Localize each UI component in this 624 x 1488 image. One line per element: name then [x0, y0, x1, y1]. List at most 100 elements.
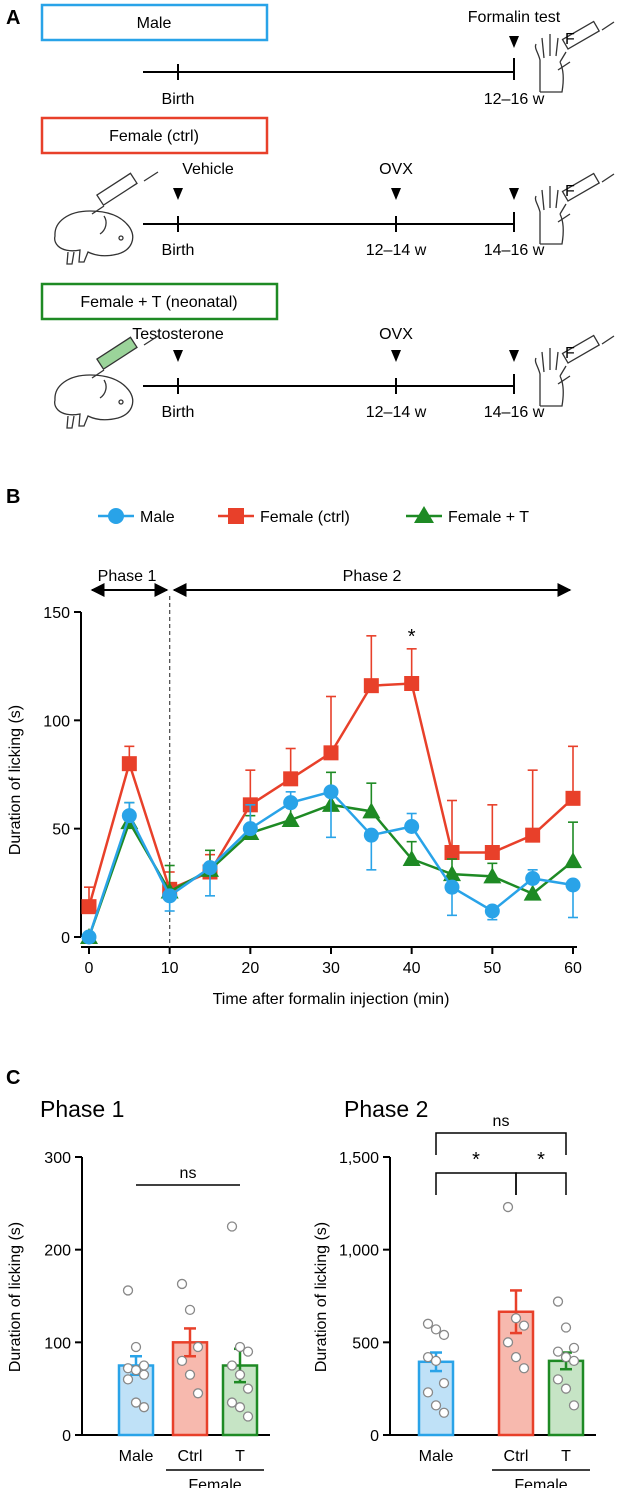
data-point — [518, 1320, 530, 1331]
data-point — [226, 1360, 238, 1371]
data-point — [363, 827, 379, 843]
timeline-male: Male Birth Formalin test 12–16 w — [40, 3, 561, 108]
phase2-ylabel: Duration of licking (s) — [313, 1222, 330, 1372]
event-label: 14–16 w — [484, 404, 545, 421]
event-label: 12–14 w — [366, 242, 427, 259]
phase1-ylabel: Duration of licking (s) — [7, 1222, 24, 1372]
group-box-female-ctrl — [40, 116, 269, 155]
legend-marker-male — [108, 508, 124, 524]
y-tick-label: 150 — [43, 605, 70, 622]
significance-label: * — [537, 1149, 545, 1171]
event-label: OVX — [379, 326, 413, 343]
data-point — [484, 903, 500, 919]
phase2-bar-title: Phase 2 — [344, 1096, 428, 1122]
significance-label: ns — [493, 1113, 510, 1130]
phase1-bar-title: Phase 1 — [40, 1096, 124, 1122]
arrowhead-icon — [509, 350, 519, 362]
event-label: Testosterone — [132, 326, 224, 343]
data-point — [130, 1397, 142, 1408]
significance-label: ns — [180, 1165, 197, 1182]
data-point — [484, 845, 500, 860]
data-point — [242, 1411, 254, 1422]
panel-a-label: A — [6, 7, 20, 29]
timeline-female-ctrl: Female (ctrl) Vehicle OVX Birth 12–14 w … — [40, 116, 545, 259]
line-chart-legend: Male Female (ctrl) Female + T — [98, 506, 529, 526]
arrowhead-icon — [391, 350, 401, 362]
data-point — [565, 790, 581, 806]
line-chart-ylabel: Duration of licking (s) — [7, 705, 24, 855]
data-point — [81, 929, 97, 945]
data-point — [510, 1313, 522, 1324]
y-tick-label: 0 — [370, 1428, 379, 1445]
y-tick-label: 0 — [61, 930, 70, 947]
data-point — [422, 1387, 434, 1398]
data-point — [444, 845, 460, 860]
data-point — [525, 871, 541, 886]
data-point — [402, 850, 421, 866]
line-chart: 0 50 100 150 0 10 20 30 40 50 60 * — [43, 596, 582, 977]
arrowhead-icon — [173, 350, 183, 362]
data-point — [552, 1296, 564, 1307]
data-point — [121, 756, 137, 772]
arrowhead-icon — [391, 188, 401, 200]
data-point — [430, 1324, 442, 1335]
category-label: Ctrl — [504, 1448, 529, 1465]
legend-label-female-ctrl: Female (ctrl) — [260, 509, 350, 526]
significance-bracket — [435, 1132, 567, 1155]
y-tick-label: 1,500 — [339, 1150, 379, 1167]
data-point — [443, 865, 461, 882]
significance-bracket — [515, 1172, 567, 1195]
data-point — [283, 771, 299, 787]
data-point — [184, 1304, 196, 1316]
y-tick-label: 100 — [44, 1335, 71, 1352]
data-point — [192, 1388, 204, 1399]
data-point — [130, 1364, 142, 1376]
data-point — [430, 1355, 442, 1367]
timeline-female-t: Female + T (neonatal) Testosterone OVX B… — [40, 282, 545, 421]
panel-c-label: C — [6, 1067, 20, 1089]
category-label: T — [235, 1448, 245, 1465]
x-tick-label: 10 — [161, 960, 179, 977]
data-point — [552, 1346, 564, 1357]
group-name: Male — [137, 15, 172, 32]
bar-chart-phase1: 0 100 200 300 Male Ctrl T Female ns — [44, 1150, 270, 1488]
data-point — [422, 1318, 434, 1329]
data-point — [192, 1341, 204, 1353]
data-point — [202, 860, 218, 876]
data-point — [281, 811, 300, 827]
bar-t — [547, 1359, 585, 1437]
data-point — [552, 1374, 564, 1385]
data-point — [138, 1369, 150, 1380]
data-point — [568, 1355, 580, 1367]
data-point — [438, 1407, 450, 1418]
data-point — [242, 1346, 254, 1357]
category-label: Ctrl — [178, 1448, 203, 1465]
event-label: Formalin test — [468, 9, 561, 26]
x-tick-label: 30 — [322, 960, 340, 977]
category-label: T — [561, 1448, 571, 1465]
mouse-pup-icon — [53, 374, 134, 429]
event-label: 12–16 w — [484, 91, 545, 108]
data-point — [234, 1341, 246, 1353]
line-chart-xlabel: Time after formalin injection (min) — [213, 991, 450, 1008]
data-point — [138, 1402, 150, 1413]
data-point — [176, 1355, 188, 1367]
y-tick-label: 300 — [44, 1150, 71, 1167]
data-point — [176, 1278, 188, 1290]
significance-bracket — [435, 1172, 517, 1195]
data-point — [226, 1221, 238, 1232]
paw-injection-icon — [534, 334, 615, 407]
arrowhead-icon — [509, 36, 519, 48]
data-point — [242, 821, 258, 837]
data-point — [438, 1377, 450, 1389]
data-point — [234, 1369, 246, 1380]
legend-marker-female-ctrl — [228, 508, 244, 524]
data-point — [483, 867, 502, 884]
paw-label: F — [565, 183, 575, 200]
data-point — [323, 784, 339, 800]
x-tick-label: 60 — [564, 960, 582, 977]
event-label: Vehicle — [182, 161, 234, 178]
y-tick-label: 50 — [52, 822, 70, 839]
legend-marker-female-t — [414, 506, 434, 523]
data-point — [362, 802, 381, 819]
